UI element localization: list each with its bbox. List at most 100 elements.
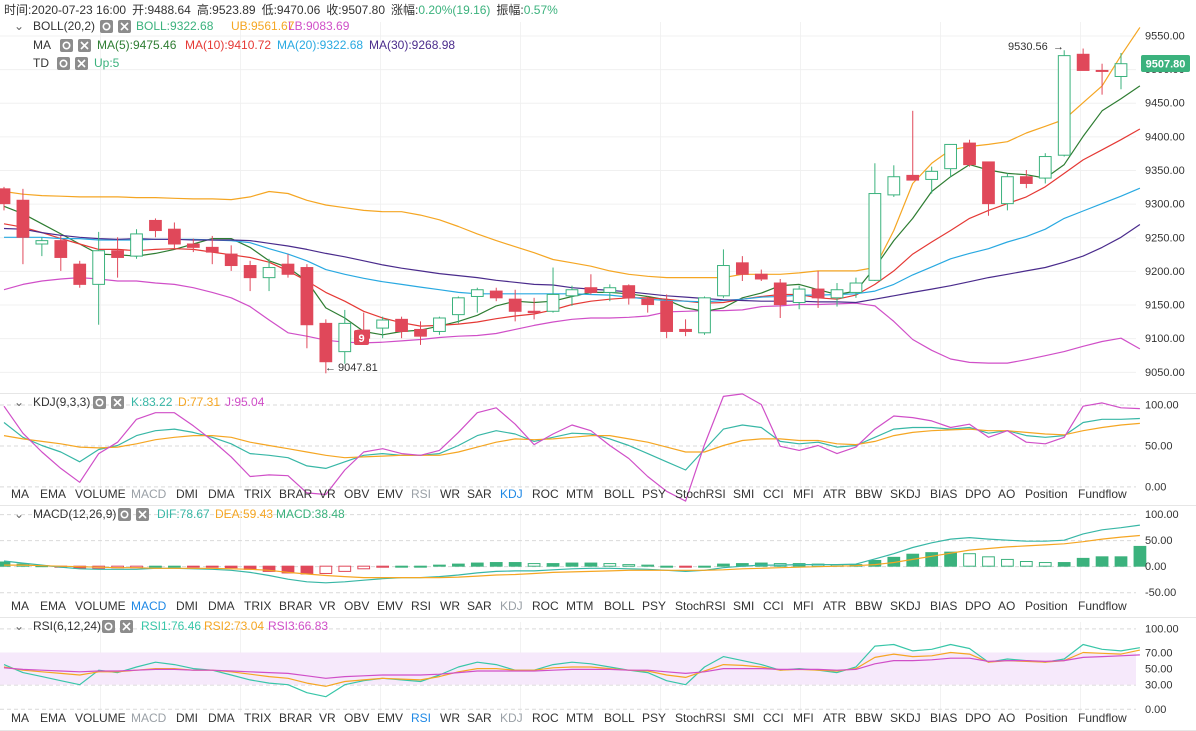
close-x-icon[interactable] — [136, 508, 149, 521]
close-x-icon[interactable] — [78, 39, 91, 52]
indicator-tab-skdj[interactable]: SKDJ — [890, 711, 921, 725]
indicator-tab-macd[interactable]: MACD — [131, 711, 167, 725]
indicator-tab-cci[interactable]: CCI — [763, 711, 784, 725]
indicator-tab-sar[interactable]: SAR — [467, 487, 492, 501]
collapse-chevron-icon[interactable]: ⌄ — [14, 507, 24, 521]
indicator-tab-ema[interactable]: EMA — [40, 711, 66, 725]
indicator-tab-obv[interactable]: OBV — [344, 711, 369, 725]
indicator-tab-dpo[interactable]: DPO — [965, 487, 991, 501]
indicator-tab-atr[interactable]: ATR — [823, 599, 846, 613]
settings-gear-icon[interactable] — [57, 57, 70, 70]
settings-gear-icon[interactable] — [60, 39, 73, 52]
indicator-tab-position[interactable]: Position — [1025, 711, 1068, 725]
indicator-tab-position[interactable]: Position — [1025, 487, 1068, 501]
indicator-tab-psy[interactable]: PSY — [642, 487, 666, 501]
indicator-tab-dpo[interactable]: DPO — [965, 711, 991, 725]
settings-gear-icon[interactable] — [93, 396, 106, 409]
indicator-tab-mtm[interactable]: MTM — [566, 711, 593, 725]
indicator-tab-mtm[interactable]: MTM — [566, 487, 593, 501]
indicator-tab-atr[interactable]: ATR — [823, 487, 846, 501]
indicator-tab-trix[interactable]: TRIX — [244, 711, 271, 725]
collapse-chevron-icon[interactable]: ⌄ — [14, 619, 24, 633]
indicator-tab-psy[interactable]: PSY — [642, 599, 666, 613]
indicator-tab-cci[interactable]: CCI — [763, 487, 784, 501]
indicator-tab-brar[interactable]: BRAR — [279, 487, 313, 501]
indicator-tab-ma[interactable]: MA — [11, 599, 29, 613]
collapse-chevron-icon[interactable]: ⌄ — [14, 395, 24, 409]
indicator-tab-rsi[interactable]: RSI — [411, 711, 431, 725]
indicator-tab-vr[interactable]: VR — [319, 711, 336, 725]
indicator-tab-ma[interactable]: MA — [11, 487, 29, 501]
indicator-tab-sar[interactable]: SAR — [467, 599, 492, 613]
indicator-tab-cci[interactable]: CCI — [763, 599, 784, 613]
indicator-tab-bbw[interactable]: BBW — [855, 711, 883, 725]
indicator-tab-bbw[interactable]: BBW — [855, 599, 883, 613]
indicator-tab-dma[interactable]: DMA — [208, 599, 235, 613]
indicator-tab-dmi[interactable]: DMI — [176, 487, 198, 501]
indicator-tab-ao[interactable]: AO — [998, 599, 1015, 613]
indicator-tab-kdj[interactable]: KDJ — [500, 599, 523, 613]
indicator-tab-volume[interactable]: VOLUME — [75, 487, 126, 501]
indicator-tab-smi[interactable]: SMI — [733, 599, 754, 613]
close-x-icon[interactable] — [118, 20, 131, 33]
indicator-tab-dma[interactable]: DMA — [208, 711, 235, 725]
indicator-tab-mfi[interactable]: MFI — [793, 599, 814, 613]
indicator-tab-mtm[interactable]: MTM — [566, 599, 593, 613]
indicator-tab-ema[interactable]: EMA — [40, 487, 66, 501]
indicator-tab-wr[interactable]: WR — [440, 711, 460, 725]
indicator-tab-roc[interactable]: ROC — [532, 599, 559, 613]
indicator-tab-obv[interactable]: OBV — [344, 487, 369, 501]
indicator-tab-ao[interactable]: AO — [998, 711, 1015, 725]
settings-gear-icon[interactable] — [102, 620, 115, 633]
indicator-tab-skdj[interactable]: SKDJ — [890, 487, 921, 501]
indicator-tab-wr[interactable]: WR — [440, 599, 460, 613]
indicator-tab-kdj[interactable]: KDJ — [500, 711, 523, 725]
indicator-tab-fundflow[interactable]: Fundflow — [1078, 599, 1127, 613]
close-x-icon[interactable] — [120, 620, 133, 633]
indicator-tab-bias[interactable]: BIAS — [930, 487, 957, 501]
indicator-tab-trix[interactable]: TRIX — [244, 599, 271, 613]
indicator-tab-atr[interactable]: ATR — [823, 711, 846, 725]
indicator-tab-kdj[interactable]: KDJ — [500, 487, 523, 501]
indicator-tab-volume[interactable]: VOLUME — [75, 711, 126, 725]
close-x-icon[interactable] — [75, 57, 88, 70]
indicator-tab-ema[interactable]: EMA — [40, 599, 66, 613]
indicator-tab-obv[interactable]: OBV — [344, 599, 369, 613]
indicator-tab-bias[interactable]: BIAS — [930, 711, 957, 725]
indicator-tab-ao[interactable]: AO — [998, 487, 1015, 501]
indicator-tab-stochrsi[interactable]: StochRSI — [675, 487, 726, 501]
indicator-tab-emv[interactable]: EMV — [377, 711, 403, 725]
indicator-tab-volume[interactable]: VOLUME — [75, 599, 126, 613]
indicator-tab-dpo[interactable]: DPO — [965, 599, 991, 613]
indicator-tab-vr[interactable]: VR — [319, 599, 336, 613]
indicator-tab-mfi[interactable]: MFI — [793, 487, 814, 501]
indicator-tab-boll[interactable]: BOLL — [604, 599, 635, 613]
indicator-tab-brar[interactable]: BRAR — [279, 599, 313, 613]
indicator-tab-mfi[interactable]: MFI — [793, 711, 814, 725]
indicator-tab-fundflow[interactable]: Fundflow — [1078, 711, 1127, 725]
indicator-tab-bias[interactable]: BIAS — [930, 599, 957, 613]
indicator-tab-boll[interactable]: BOLL — [604, 487, 635, 501]
indicator-tab-stochrsi[interactable]: StochRSI — [675, 711, 726, 725]
indicator-tab-skdj[interactable]: SKDJ — [890, 599, 921, 613]
indicator-tab-sar[interactable]: SAR — [467, 711, 492, 725]
indicator-tab-position[interactable]: Position — [1025, 599, 1068, 613]
indicator-tab-smi[interactable]: SMI — [733, 711, 754, 725]
indicator-tab-ma[interactable]: MA — [11, 711, 29, 725]
indicator-tab-boll[interactable]: BOLL — [604, 711, 635, 725]
indicator-tab-roc[interactable]: ROC — [532, 711, 559, 725]
close-x-icon[interactable] — [111, 396, 124, 409]
indicator-tab-vr[interactable]: VR — [319, 487, 336, 501]
indicator-tab-rows[interactable]: MA EMA VOLUME MACD DMI DMA TRIX BRAR VR OBV EMV RSI… — [11, 487, 1127, 725]
indicator-tab-smi[interactable]: SMI — [733, 487, 754, 501]
indicator-tab-psy[interactable]: PSY — [642, 711, 666, 725]
indicator-tab-stochrsi[interactable]: StochRSI — [675, 599, 726, 613]
indicator-tab-rsi[interactable]: RSI — [411, 487, 431, 501]
indicator-tab-brar[interactable]: BRAR — [279, 711, 313, 725]
collapse-chevron-icon[interactable]: ⌄ — [14, 19, 24, 33]
indicator-tab-macd[interactable]: MACD — [131, 599, 167, 613]
indicator-tab-bbw[interactable]: BBW — [855, 487, 883, 501]
settings-gear-icon[interactable] — [118, 508, 131, 521]
indicator-tab-emv[interactable]: EMV — [377, 599, 403, 613]
